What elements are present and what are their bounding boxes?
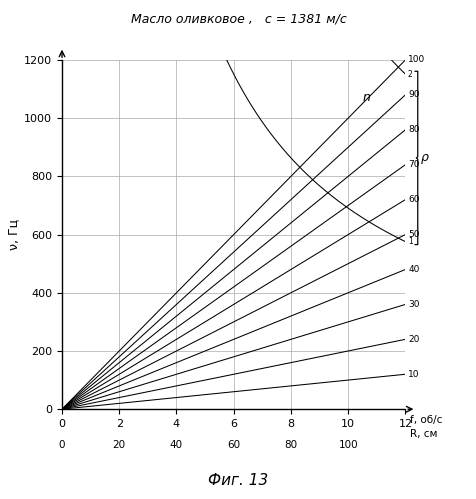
- Text: R, см: R, см: [409, 429, 436, 439]
- Text: 20: 20: [112, 440, 126, 450]
- Text: n: n: [362, 91, 370, 104]
- Text: 10: 10: [407, 370, 419, 379]
- Text: 70: 70: [407, 160, 419, 169]
- Text: ρ: ρ: [420, 151, 428, 165]
- Text: Фиг. 13: Фиг. 13: [208, 473, 268, 488]
- Text: 1: 1: [407, 237, 412, 246]
- Text: f, об/с: f, об/с: [409, 415, 441, 425]
- Text: 50: 50: [407, 230, 419, 239]
- Text: 2: 2: [407, 70, 412, 79]
- Text: 0: 0: [59, 440, 65, 450]
- Text: 90: 90: [407, 90, 419, 99]
- Text: 40: 40: [407, 265, 419, 274]
- Text: 60: 60: [227, 440, 240, 450]
- Text: 20: 20: [407, 335, 419, 344]
- Text: Масло оливковое ,   с = 1381 м/с: Масло оливковое , с = 1381 м/с: [130, 12, 346, 25]
- Text: 40: 40: [169, 440, 183, 450]
- Text: 100: 100: [407, 55, 425, 64]
- Text: 80: 80: [407, 125, 419, 134]
- Text: 30: 30: [407, 300, 419, 309]
- Text: 60: 60: [407, 195, 419, 204]
- Text: 80: 80: [284, 440, 297, 450]
- Text: 100: 100: [337, 440, 357, 450]
- Y-axis label: ν, Гц: ν, Гц: [7, 219, 20, 250]
